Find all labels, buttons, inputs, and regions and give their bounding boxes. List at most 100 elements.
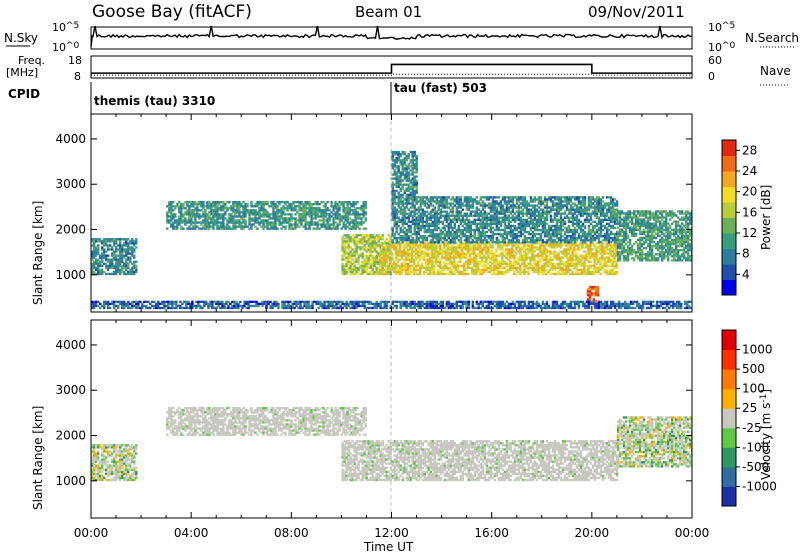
echo-cell (479, 224, 482, 228)
echo-cell (439, 246, 442, 249)
echo-cell (563, 241, 567, 244)
echo-cell (393, 212, 396, 215)
echo-cell (230, 209, 233, 212)
echo-cell (196, 209, 199, 212)
echo-cell (585, 264, 588, 268)
echo-cell (405, 254, 408, 257)
echo-cell (363, 266, 366, 270)
echo-cell (176, 223, 179, 226)
echo-cell (449, 262, 452, 265)
echo-cell (533, 254, 536, 257)
echo-cell (117, 254, 120, 257)
echo-cell (601, 256, 604, 259)
echo-cell (559, 244, 562, 247)
echo-cell (611, 212, 615, 215)
echo-cell (346, 203, 349, 206)
echo-cell (553, 198, 557, 201)
echo-cell (170, 213, 173, 216)
echo-cell (383, 242, 386, 245)
echo-cell (557, 258, 560, 261)
echo-cell (435, 272, 438, 276)
echo-cell (232, 215, 235, 218)
echo-cell (334, 215, 337, 218)
echo-cell (397, 248, 400, 251)
echo-cell (459, 260, 462, 263)
echo-cell (491, 239, 495, 242)
echo-cell (431, 262, 434, 265)
echo-cell (363, 236, 366, 239)
echo-cell (511, 250, 514, 253)
echo-cell (529, 208, 533, 211)
echo-cell (298, 219, 301, 222)
echo-cell (131, 268, 134, 272)
echo-cell (479, 260, 482, 263)
echo-cell (381, 272, 384, 276)
echo-cell (345, 260, 348, 263)
echo-cell (347, 258, 350, 261)
echo-cell (485, 230, 489, 234)
echo-cell (515, 248, 518, 251)
echo-cell (455, 242, 458, 245)
echo-cell (541, 241, 545, 244)
echo-cell (605, 264, 608, 268)
echo-cell (99, 254, 102, 257)
echo-cell (443, 198, 446, 201)
echo-cell (266, 211, 269, 214)
echo-cell (324, 219, 327, 222)
echo-cell (355, 258, 358, 261)
echo-cell (519, 250, 522, 253)
echo-cell (507, 241, 511, 244)
echo-cell (589, 200, 593, 203)
echo-cell (176, 205, 179, 208)
echo-cell (579, 235, 583, 238)
echo-cell (119, 248, 122, 251)
echo-cell (465, 266, 468, 270)
echo-cell (346, 201, 349, 204)
echo-cell (244, 213, 247, 216)
echo-cell (419, 218, 422, 222)
echo-cell (397, 268, 400, 272)
echo-cell (200, 221, 203, 224)
echo-cell (220, 215, 223, 218)
echo-cell (467, 260, 470, 263)
echo-cell (501, 220, 505, 224)
echo-cell (575, 248, 578, 251)
echo-cell (599, 210, 603, 213)
echo-cell (491, 214, 495, 217)
echo-cell (597, 220, 601, 224)
echo-cell (523, 266, 526, 270)
echo-cell (351, 238, 354, 241)
echo-cell (615, 260, 618, 263)
echo-cell (543, 196, 547, 199)
echo-cell (479, 230, 482, 234)
echo-cell (543, 230, 547, 234)
echo-cell (421, 256, 424, 259)
echo-cell (194, 219, 197, 222)
echo-cell (555, 210, 559, 213)
echo-cell (417, 224, 420, 228)
echo-cell (290, 227, 293, 230)
echo-cell (537, 232, 541, 236)
echo-cell (563, 220, 567, 224)
echo-cell (581, 224, 585, 228)
echo-cell (557, 239, 561, 242)
echo-cell (609, 241, 613, 244)
echo-cell (513, 244, 516, 247)
echo-cell (491, 266, 494, 270)
echo-cell (545, 235, 549, 238)
echo-cell (232, 203, 235, 206)
echo-cell (302, 215, 305, 218)
echo-cell (433, 244, 436, 247)
echo-cell (377, 252, 380, 255)
echo-cell (523, 206, 527, 209)
echo-cell (385, 250, 388, 253)
echo-cell (593, 206, 597, 209)
echo-cell (555, 262, 558, 265)
echo-cell (403, 254, 406, 257)
echo-cell (288, 205, 291, 208)
echo-cell (214, 209, 217, 212)
echo-cell (397, 218, 400, 222)
echo-cell (359, 264, 362, 268)
echo-cell (461, 246, 464, 249)
echo-cell (208, 223, 211, 226)
